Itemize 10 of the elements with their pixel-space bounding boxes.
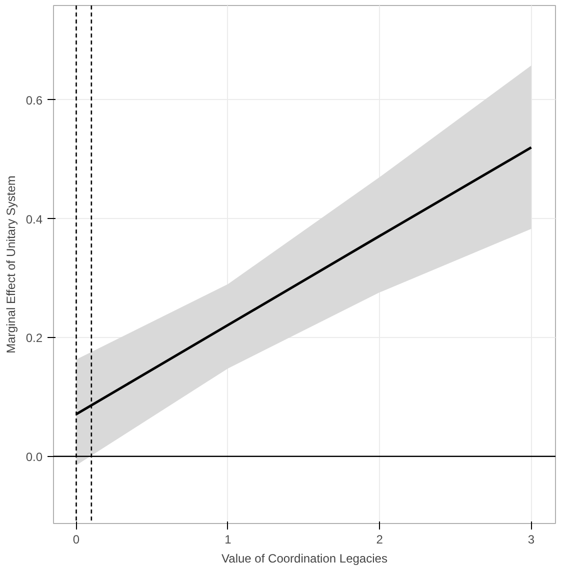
x-tick-label: 3 — [528, 532, 535, 546]
y-tick-label: 0.2 — [26, 331, 43, 346]
x-tick-label: 2 — [376, 532, 384, 546]
y-tick-label: 0.6 — [26, 93, 43, 108]
x-axis-title: Value of Coordination Legacies — [222, 552, 388, 566]
y-tick-label: 0.4 — [26, 212, 43, 226]
y-tick-label: 0.0 — [26, 450, 43, 464]
x-tick-label: 0 — [72, 532, 80, 546]
x-tick-label: 1 — [224, 532, 232, 546]
y-axis-title: Marginal Effect of Unitary System — [4, 176, 18, 354]
